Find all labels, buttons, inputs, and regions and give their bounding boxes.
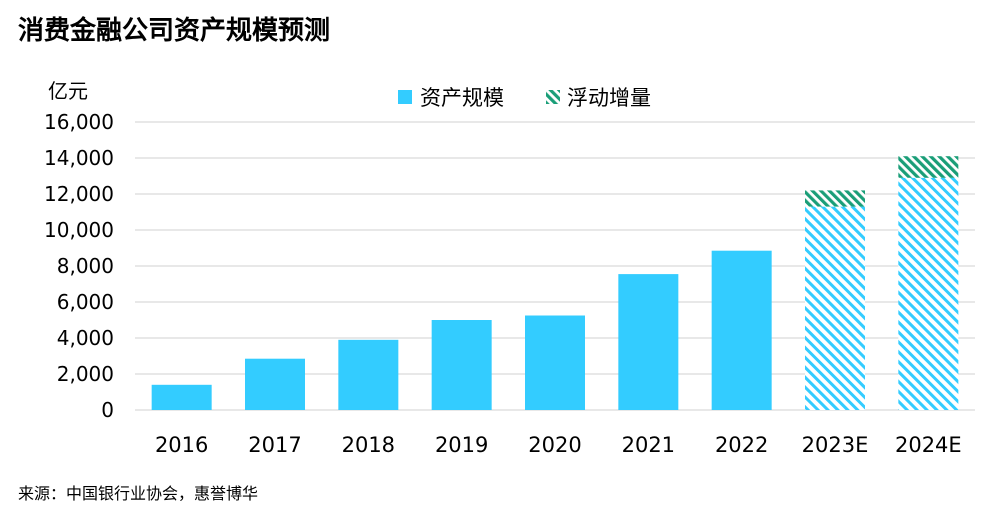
x-tick-label: 2023E [802,433,869,457]
x-tick-label: 2022 [715,433,768,457]
chart-title: 消费金融公司资产规模预测 [18,16,331,46]
y-tick-label: 16,000 [44,110,114,134]
y-tick-label: 4,000 [57,326,114,350]
bar-floating-increment-2023E [805,190,865,207]
y-tick-label: 0 [101,398,114,422]
x-tick-label: 2018 [342,433,395,457]
x-axis-tick-labels: 2016 2017 2018 2019 2020 2021 2022 2023E 2024E [155,433,962,457]
bar-asset-scale-2024E [898,177,959,410]
bar-asset-scale-2019 [431,320,492,410]
x-tick-label: 2024E [895,433,962,457]
y-tick-label: 10,000 [44,218,114,242]
y-tick-label: 12,000 [44,182,114,206]
x-tick-label: 2016 [155,433,208,457]
legend-label-floating-increment: 浮动增量 [567,86,651,110]
y-tick-label: 2,000 [57,362,114,386]
legend-swatch-floating-increment [546,90,560,104]
y-tick-label: 8,000 [57,254,114,278]
bar-asset-scale-2021 [618,274,679,410]
x-tick-label: 2021 [622,433,675,457]
bars [151,156,959,410]
bar-asset-scale-2017 [245,358,305,410]
x-tick-label: 2017 [248,433,301,457]
bar-asset-scale-2016 [151,384,212,410]
y-tick-label: 6,000 [57,290,114,314]
bar-asset-scale-2020 [525,315,585,410]
bar-asset-scale-2018 [338,339,399,410]
legend-swatch-asset-scale [398,90,412,104]
y-tick-label: 14,000 [44,146,114,170]
y-axis-tick-labels: 0 2,000 4,000 6,000 8,000 10,000 12,000 14,000 1… [44,110,114,422]
bar-chart: 0 2,000 4,000 6,000 8,000 10,000 12,000 14,000 1… [44,79,975,457]
bar-asset-scale-2022 [711,250,772,410]
x-tick-label: 2019 [435,433,488,457]
bar-floating-increment-2024E [898,156,959,178]
legend-label-asset-scale: 资产规模 [420,86,504,110]
source-note: 来源：中国银行业协会，惠誉博华 [18,484,259,503]
legend: 资产规模 浮动增量 [398,86,651,110]
x-tick-label: 2020 [528,433,581,457]
y-axis-unit-label: 亿元 [48,79,88,103]
bar-asset-scale-2023E [805,206,865,410]
